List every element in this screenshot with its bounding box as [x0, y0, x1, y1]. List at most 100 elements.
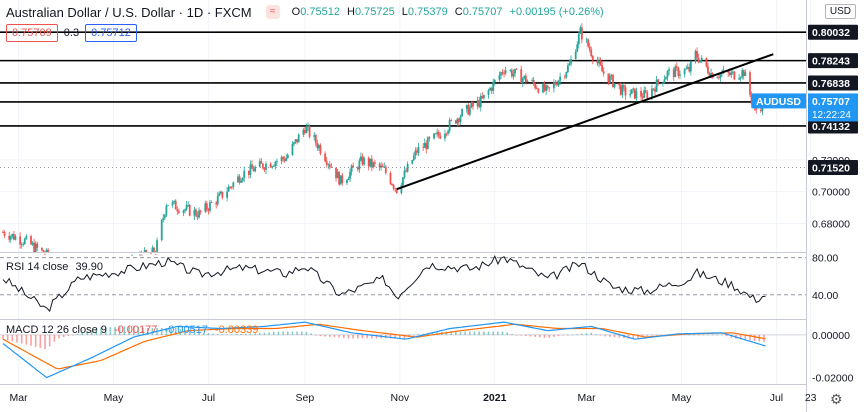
macd-histogram-bar — [72, 334, 74, 336]
macd-histogram-bar — [585, 333, 588, 335]
candle-body — [548, 87, 551, 89]
macd-histogram-bar — [235, 334, 238, 335]
candle-body — [439, 135, 442, 139]
candle-body — [668, 69, 670, 72]
candle-body — [269, 163, 272, 168]
gear-icon[interactable]: ⚙ — [830, 391, 843, 407]
candle-body — [750, 94, 753, 104]
rsi-value: 39.90 — [75, 261, 103, 273]
candle-body — [162, 217, 165, 220]
candle-body — [610, 74, 613, 76]
macd-histogram-bar — [48, 334, 51, 347]
macd-histogram-bar — [357, 334, 359, 339]
candle-body — [478, 100, 481, 108]
candle-body — [542, 84, 544, 93]
candle-body — [252, 168, 255, 172]
candle-body — [12, 234, 15, 240]
macd-histogram-bar — [637, 334, 639, 339]
candle-body — [434, 133, 437, 135]
candle-body — [719, 73, 722, 78]
macd-histogram-bar — [571, 334, 574, 336]
candle-body — [545, 85, 548, 91]
macd-histogram-bar — [34, 334, 37, 347]
candle-body — [739, 77, 742, 79]
level-badge — [808, 75, 858, 91]
macd-histogram-bar — [25, 334, 28, 345]
candle-body — [283, 158, 286, 161]
signal-value: -0.00517 — [164, 324, 208, 336]
candle-body — [697, 57, 700, 63]
macd-histogram-bar — [286, 331, 289, 335]
candle-body — [319, 145, 322, 154]
candle-body — [450, 120, 453, 121]
candle-body — [261, 163, 264, 169]
macd-histogram-bar — [44, 334, 46, 350]
candle-body — [624, 87, 627, 96]
grid — [0, 0, 812, 412]
macd-histogram-bar — [609, 334, 611, 337]
macd-histogram-bar — [310, 333, 312, 335]
candle-body — [325, 161, 328, 165]
rsi-legend[interactable]: RSI 14 close 39.90 — [6, 261, 103, 273]
last-price-label: 0.75707 — [812, 96, 850, 108]
candle-body — [139, 254, 141, 256]
candle-body — [509, 70, 512, 71]
macd-histogram-bar — [478, 331, 480, 335]
candle-body — [240, 180, 242, 183]
trendline[interactable] — [396, 53, 774, 191]
macd-histogram-bar — [371, 334, 373, 339]
macd-histogram-bar — [146, 328, 149, 335]
symbol-title[interactable]: Australian Dollar / U.S. Dollar · 1D · F… — [6, 4, 252, 20]
candle-body — [683, 69, 686, 75]
candle-body — [675, 66, 678, 68]
candle-body — [350, 165, 353, 172]
macd-histogram-bar — [207, 333, 210, 335]
candle-body — [160, 219, 163, 241]
candle-body — [579, 27, 582, 34]
macd-histogram-bar — [497, 331, 499, 335]
candle-body — [537, 88, 540, 93]
candle-body — [296, 139, 299, 143]
candle-body — [293, 142, 295, 145]
sell-button[interactable]: 0.75709 — [6, 24, 58, 42]
candle-body — [218, 193, 221, 196]
candle-body — [705, 57, 708, 67]
candle-body — [601, 65, 604, 72]
macd-histogram-bar — [202, 332, 205, 335]
candle-body — [156, 240, 158, 252]
candle-body — [263, 168, 266, 170]
macd-histogram-bar — [693, 334, 695, 336]
macd-legend[interactable]: MACD 12 26 close 9 -0.00177 -0.00517 -0.… — [6, 324, 258, 336]
candle-body — [487, 90, 490, 95]
candle-body — [145, 250, 148, 252]
wave-icon[interactable]: ≈ — [265, 5, 280, 19]
ohlc-readout: O0.75512 H0.75725 L0.75379 C0.75707 +0.0… — [291, 6, 604, 18]
macd-histogram-bar — [543, 334, 546, 338]
candle-body — [652, 88, 655, 90]
currency-button[interactable]: USD — [824, 4, 856, 19]
candle-body — [515, 68, 518, 70]
macd-histogram-bar — [249, 333, 252, 335]
buy-button[interactable]: 0.75712 — [85, 24, 137, 42]
candle-body — [302, 129, 305, 135]
bid-ask: 0.75709 0.3 0.75712 — [6, 24, 137, 42]
candle-body — [633, 88, 636, 99]
candle-body — [369, 158, 372, 167]
candle-body — [44, 253, 46, 255]
candle-body — [520, 69, 523, 83]
candle-body — [367, 157, 370, 167]
macd-histogram-bar — [413, 334, 415, 336]
candle-body — [565, 72, 568, 77]
candle-body — [498, 75, 501, 80]
macd-histogram-bar — [62, 334, 65, 338]
macd-histogram-bar — [459, 331, 462, 335]
macd-histogram-bar — [618, 334, 621, 338]
candle-body — [623, 85, 625, 88]
candle-body — [437, 132, 440, 136]
symbol-badge-label: AUDUSD — [756, 96, 801, 108]
candle-body — [238, 176, 241, 183]
candle-body — [265, 163, 267, 170]
candle-body — [458, 118, 460, 122]
candle-body — [741, 70, 744, 78]
